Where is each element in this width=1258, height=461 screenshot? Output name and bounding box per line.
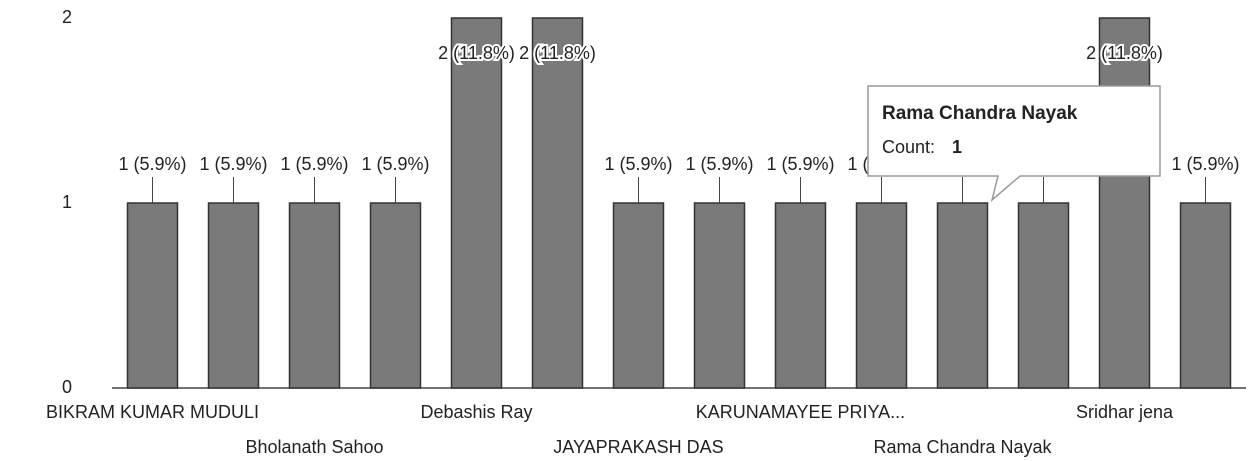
value-label: 1 (5.9%): [604, 154, 672, 174]
value-label: 1 (5.9%): [199, 154, 267, 174]
value-label: 1 (5.9%): [766, 154, 834, 174]
bar: [612, 202, 665, 389]
bar: [936, 202, 989, 389]
value-label: 2 (11.8%): [519, 43, 596, 63]
value-label: 1 (5.9%): [685, 154, 753, 174]
value-label: 1 (5.9%): [361, 154, 429, 174]
bar: [1017, 202, 1070, 389]
y-tick-label: 2: [62, 7, 72, 27]
value-label: 1 (5.9%): [1171, 154, 1239, 174]
value-label: 1 (5.9%): [118, 154, 186, 174]
y-tick-label: 1: [62, 192, 72, 212]
bar: [1098, 17, 1151, 389]
bar: [450, 17, 503, 389]
bar: [207, 202, 260, 389]
bar: [531, 17, 584, 389]
x-tick-label: Bholanath Sahoo: [245, 437, 383, 457]
tooltip: Rama Chandra Nayak Count: 1: [867, 85, 1161, 203]
x-tick-label: Debashis Ray: [420, 402, 532, 422]
value-label: 2 (11.8%): [1086, 43, 1163, 63]
tooltip-title: Rama Chandra Nayak: [882, 103, 1078, 124]
bar: [774, 202, 827, 389]
value-label: 2 (11.8%): [438, 43, 515, 63]
bar: [126, 202, 179, 389]
value-label: 1 (5.9%): [280, 154, 348, 174]
tooltip-box: [867, 85, 1161, 203]
bar: [288, 202, 341, 389]
x-tick-label: Sridhar jena: [1076, 402, 1174, 422]
bar: [1179, 202, 1232, 389]
x-tick-label: Rama Chandra Nayak: [873, 437, 1052, 457]
tooltip-value: 1: [952, 137, 962, 157]
bar: [693, 202, 746, 389]
tooltip-label: Count:: [882, 137, 935, 157]
bar: [855, 202, 908, 389]
x-tick-label: JAYAPRAKASH DAS: [553, 437, 723, 457]
x-tick-label: BIKRAM KUMAR MUDULI: [46, 402, 259, 422]
y-tick-label: 0: [62, 377, 72, 397]
bar: [369, 202, 422, 389]
x-tick-label: KARUNAMAYEE PRIYA...: [696, 402, 905, 422]
